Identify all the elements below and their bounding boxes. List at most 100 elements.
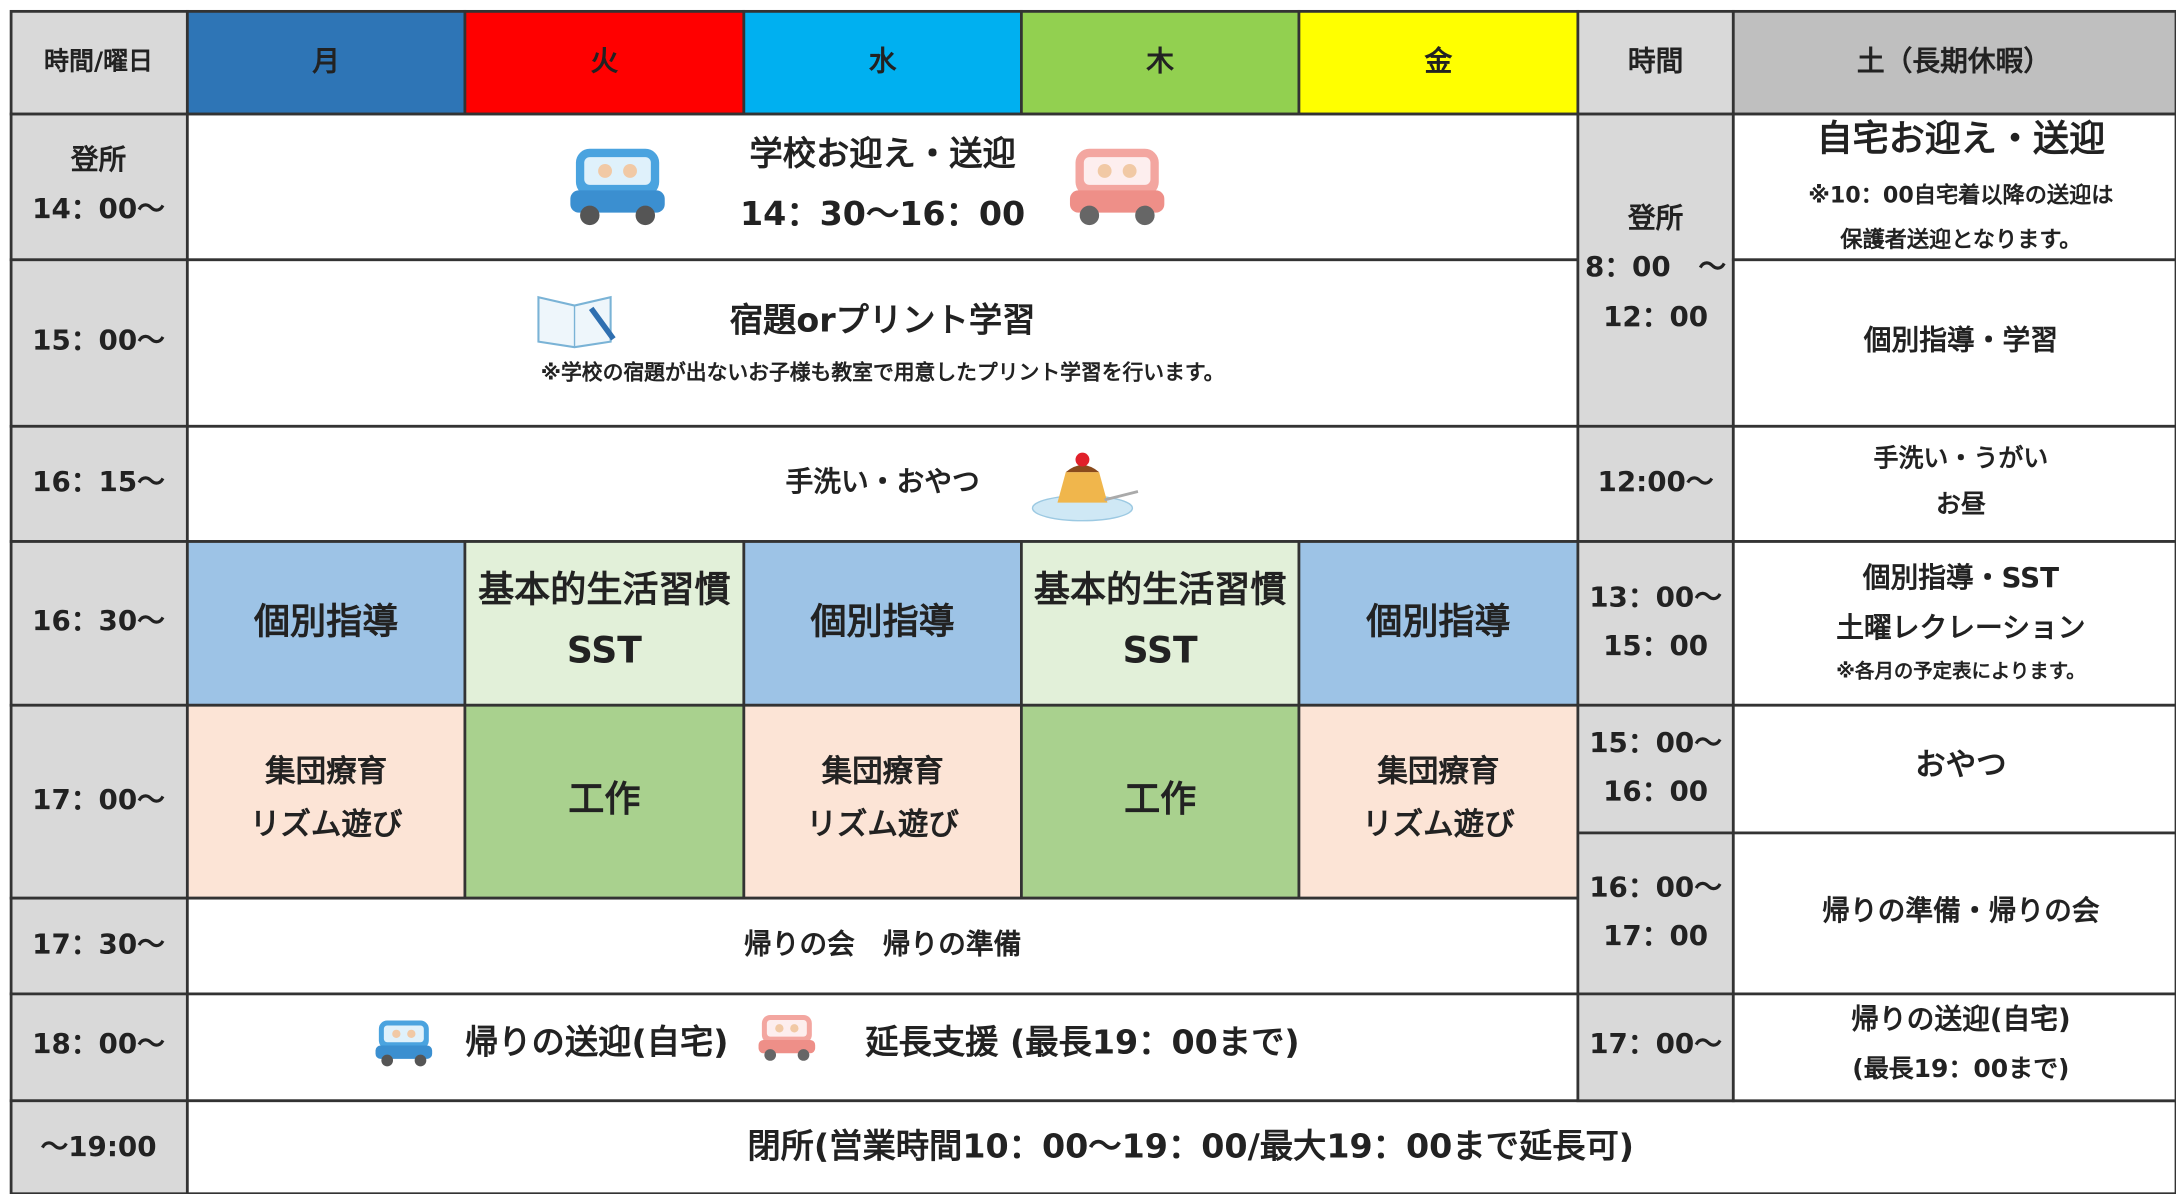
cell — [185, 112, 1580, 262]
cell — [1020, 703, 1301, 900]
time-label: 登所 — [1627, 202, 1684, 235]
time-label: 16：30～ — [32, 604, 165, 637]
cell — [185, 703, 467, 900]
time-label: 15：00 — [1603, 629, 1708, 662]
time-label: 登所 — [70, 143, 127, 176]
activity: SST — [1123, 630, 1198, 672]
saturday-activity: ※各月の予定表によります。 — [1836, 659, 2085, 682]
activity: リズム遊び — [250, 806, 403, 842]
icons — [375, 148, 1165, 1067]
cell — [463, 9, 746, 116]
cell — [185, 258, 1580, 428]
time-label: 13：00～ — [1589, 580, 1722, 613]
activity: 工作 — [568, 778, 640, 820]
cell — [1576, 831, 1735, 996]
cell-text: 閉所(営業時間10：00～19：00/最大19：00まで延長可) — [747, 1126, 1634, 1165]
saturday-activity: 土曜レクレーション — [1836, 611, 2085, 644]
activity: 集団療育 — [821, 754, 944, 790]
cell-text: ※学校の宿題が出ないお子様も教室で用意したプリント学習を行います。 — [541, 361, 1225, 385]
cell — [1731, 992, 2176, 1103]
cell — [1731, 112, 2176, 262]
saturday-activity: 帰りの準備・帰りの会 — [1822, 894, 2100, 927]
saturday-activity: (最長19：00まで) — [1852, 1054, 2069, 1083]
cell — [1731, 540, 2176, 707]
cell — [1297, 9, 1580, 116]
saturday-activity: 自宅お迎え・送迎 — [1817, 117, 2106, 159]
cell-text: 帰りの送迎(自宅) — [465, 1022, 729, 1061]
activity: SST — [567, 630, 642, 672]
cell — [185, 896, 1580, 996]
activity: 個別指導 — [809, 600, 954, 642]
saturday-activity: お昼 — [1936, 489, 1986, 518]
activity: リズム遊び — [1362, 806, 1515, 842]
cell — [9, 9, 189, 116]
cell — [9, 540, 189, 707]
cell-text: 学校お迎え・送迎 — [749, 134, 1015, 173]
time-label: 17：00～ — [1589, 1027, 1722, 1060]
cell-text: 帰りの会 帰りの準備 — [744, 927, 1022, 960]
header-text: 火 — [590, 45, 618, 78]
cell — [9, 424, 189, 543]
cell — [1297, 540, 1580, 707]
time-label: 16：00～ — [1589, 870, 1722, 903]
cell — [742, 540, 1023, 707]
time-label: ～19:00 — [40, 1130, 156, 1163]
activity: 集団療育 — [1376, 754, 1499, 790]
header-text: 水 — [869, 45, 897, 78]
cell — [9, 992, 189, 1103]
cell — [9, 703, 189, 900]
time-label: 17：00 — [1603, 919, 1708, 952]
header-text: 土（長期休暇） — [1857, 45, 2051, 78]
cell — [1576, 703, 1735, 835]
activity: 個別指導 — [1365, 600, 1510, 642]
header-text: 時間 — [1628, 45, 1684, 78]
cell — [1576, 540, 1735, 707]
time-label: 14：00～ — [32, 192, 165, 225]
header-text: 木 — [1145, 45, 1174, 78]
pudding-icon — [1031, 452, 1139, 522]
saturday-activity: 帰りの送迎(自宅) — [1851, 1002, 2071, 1035]
header-text: 月 — [311, 45, 340, 78]
activity: 工作 — [1124, 778, 1196, 820]
cell — [9, 112, 189, 262]
time-label: 15：00～ — [1589, 726, 1722, 759]
time-label: 18：00～ — [32, 1027, 165, 1060]
activity: 個別指導 — [253, 600, 398, 642]
saturday-activity: 個別指導・SST — [1862, 561, 2059, 594]
time-label: 15：00～ — [32, 324, 165, 357]
cell — [463, 703, 746, 900]
saturday-activity: おやつ — [1915, 748, 2007, 783]
book-icon — [537, 295, 616, 349]
texts: 時間/曜日 月 火 水 木 金 時間 土（長期休暇） 登所 14：00～ 15：00～ 16：15～ 1… — [32, 45, 2113, 1166]
activity: 基本的生活習慣 — [1034, 568, 1287, 610]
cell — [1576, 424, 1735, 543]
cell — [1731, 9, 2176, 116]
saturday-activity: 保護者送迎となります。 — [1839, 226, 2081, 253]
cell-text: 14：30～16：00 — [740, 194, 1025, 233]
time-label: 16：15～ — [32, 465, 165, 498]
cell — [463, 540, 746, 707]
cell — [1731, 424, 2176, 543]
time-label: 17：00～ — [32, 783, 165, 816]
cell — [9, 258, 189, 428]
cell-text: 宿題orプリント学習 — [730, 301, 1036, 340]
cell — [1731, 703, 2176, 835]
cell — [1020, 540, 1301, 707]
time-label: 17：30～ — [32, 927, 165, 960]
cell — [185, 540, 467, 707]
activity: 集団療育 — [264, 754, 387, 790]
cell — [1297, 703, 1580, 900]
cell — [185, 9, 467, 116]
time-label: 12：00 — [1603, 300, 1708, 333]
header-text: 金 — [1424, 45, 1453, 78]
saturday-activity: 手洗い・うがい — [1873, 444, 2048, 473]
cell-text: 手洗い・おやつ — [785, 465, 979, 498]
time-label: 8：00 ～ — [1585, 250, 1726, 283]
time-label: 12:00～ — [1598, 465, 1714, 498]
saturday-activity: 個別指導・学習 — [1863, 324, 2058, 357]
activity: リズム遊び — [806, 806, 959, 842]
cell — [1731, 258, 2176, 428]
cell-text: 延長支援 (最長19：00まで) — [865, 1022, 1299, 1061]
header-text: 時間/曜日 — [44, 47, 153, 76]
